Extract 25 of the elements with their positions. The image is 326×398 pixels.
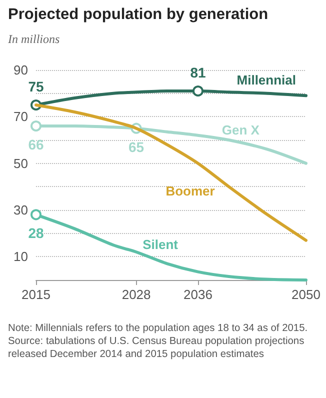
point (30, 120, 42, 132)
data-label: 66 (28, 136, 44, 152)
x-tick-label: 2015 (22, 287, 50, 302)
data-label: 75 (28, 78, 44, 94)
data-label: 65 (128, 138, 144, 155)
y-tick-label: 70 (14, 109, 28, 124)
series-label: Silent (142, 236, 179, 252)
point (192, 86, 204, 96)
series-label: Gen X (222, 122, 260, 138)
x-tick-label: 2028 (122, 287, 151, 302)
y-tick-label: 10 (14, 249, 28, 264)
text: Note: Millennials refers to the population ages 18 to 34 as of 2015. (8, 323, 308, 334)
y-tick-label: 90 (14, 62, 28, 78)
chart-subtitle: In millions (8, 32, 60, 47)
point (30, 209, 42, 220)
source-note: Source: tabulations of U.S. Census Bureau population projections released December 2014 and 2015 population estimates (8, 336, 304, 360)
series-label: Boomer (166, 184, 215, 199)
x-tick-label: 2050 (292, 287, 320, 302)
series-label: Millennial (236, 72, 296, 88)
y-tick-label: 30 (14, 202, 28, 218)
chart-title: Projected population by generation (8, 6, 268, 24)
data-label: 28 (28, 225, 44, 242)
y-tick-label: 50 (14, 156, 28, 171)
x-tick-label: 2036 (184, 287, 212, 302)
data-label: 81 (190, 64, 206, 80)
